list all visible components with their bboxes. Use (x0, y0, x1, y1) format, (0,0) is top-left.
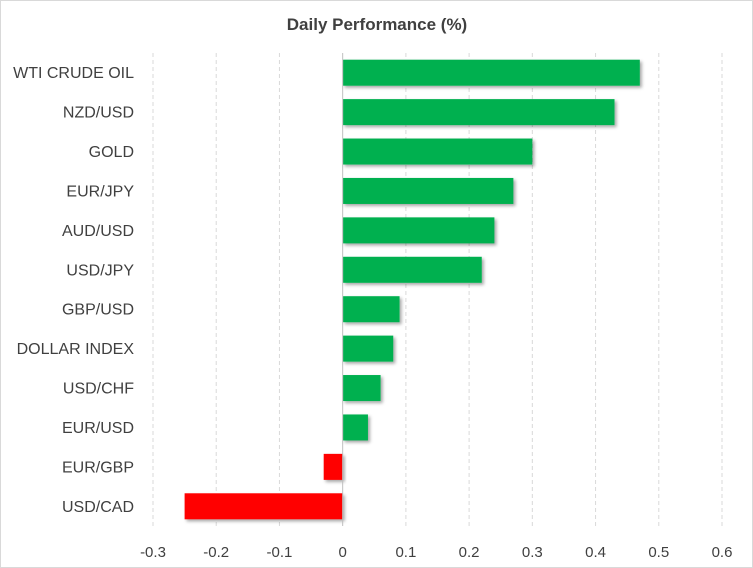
category-label: DOLLAR INDEX (17, 341, 135, 358)
bar-aud-usd (342, 217, 495, 244)
category-label: USD/CHF (63, 381, 134, 398)
tick-labels: -0.3 -0.2 -0.1 0 0.1 0.2 0.3 0.4 0.5 0.6 (140, 544, 732, 561)
x-tick-label: -0.1 (267, 544, 293, 561)
category-label: NZD/USD (63, 105, 134, 122)
x-tick-label: 0.3 (522, 544, 543, 561)
category-label: EUR/GBP (62, 459, 134, 476)
x-tick-label: -0.3 (140, 544, 166, 561)
category-label: EUR/JPY (66, 183, 134, 200)
bar-eur-gbp (323, 453, 343, 480)
bar-usd-chf (342, 375, 381, 402)
bar-usd-jpy (342, 256, 482, 283)
category-label: GBP/USD (62, 302, 134, 319)
bar-usd-cad (184, 493, 343, 520)
x-tick-label: 0.1 (395, 544, 416, 561)
chart-title: Daily Performance (%) (287, 15, 467, 34)
bar-dollar-index (342, 335, 394, 362)
bars (184, 59, 640, 520)
x-tick-label: 0.5 (648, 544, 669, 561)
bar-nzd-usd (342, 99, 615, 126)
category-label: WTI CRUDE OIL (13, 65, 134, 82)
category-labels: WTI CRUDE OIL NZD/USD GOLD EUR/JPY AUD/USD US… (13, 65, 134, 516)
category-label: EUR/USD (62, 420, 134, 437)
bar-gold (342, 138, 533, 165)
category-label: AUD/USD (62, 223, 134, 240)
gridlines (152, 53, 723, 526)
x-tick-label: 0 (338, 544, 346, 561)
category-label: GOLD (89, 144, 134, 161)
bar-wti-crude-oil (342, 59, 640, 86)
category-label: USD/JPY (66, 262, 134, 279)
x-tick-label: 0.4 (585, 544, 606, 561)
bar-eur-jpy (342, 177, 514, 204)
category-label: USD/CAD (62, 499, 134, 516)
bar-gbp-usd (342, 296, 400, 323)
x-tick-label: 0.6 (712, 544, 733, 561)
x-tick-label: 0.2 (459, 544, 480, 561)
bar-eur-usd (342, 414, 368, 441)
x-tick-label: -0.2 (203, 544, 229, 561)
